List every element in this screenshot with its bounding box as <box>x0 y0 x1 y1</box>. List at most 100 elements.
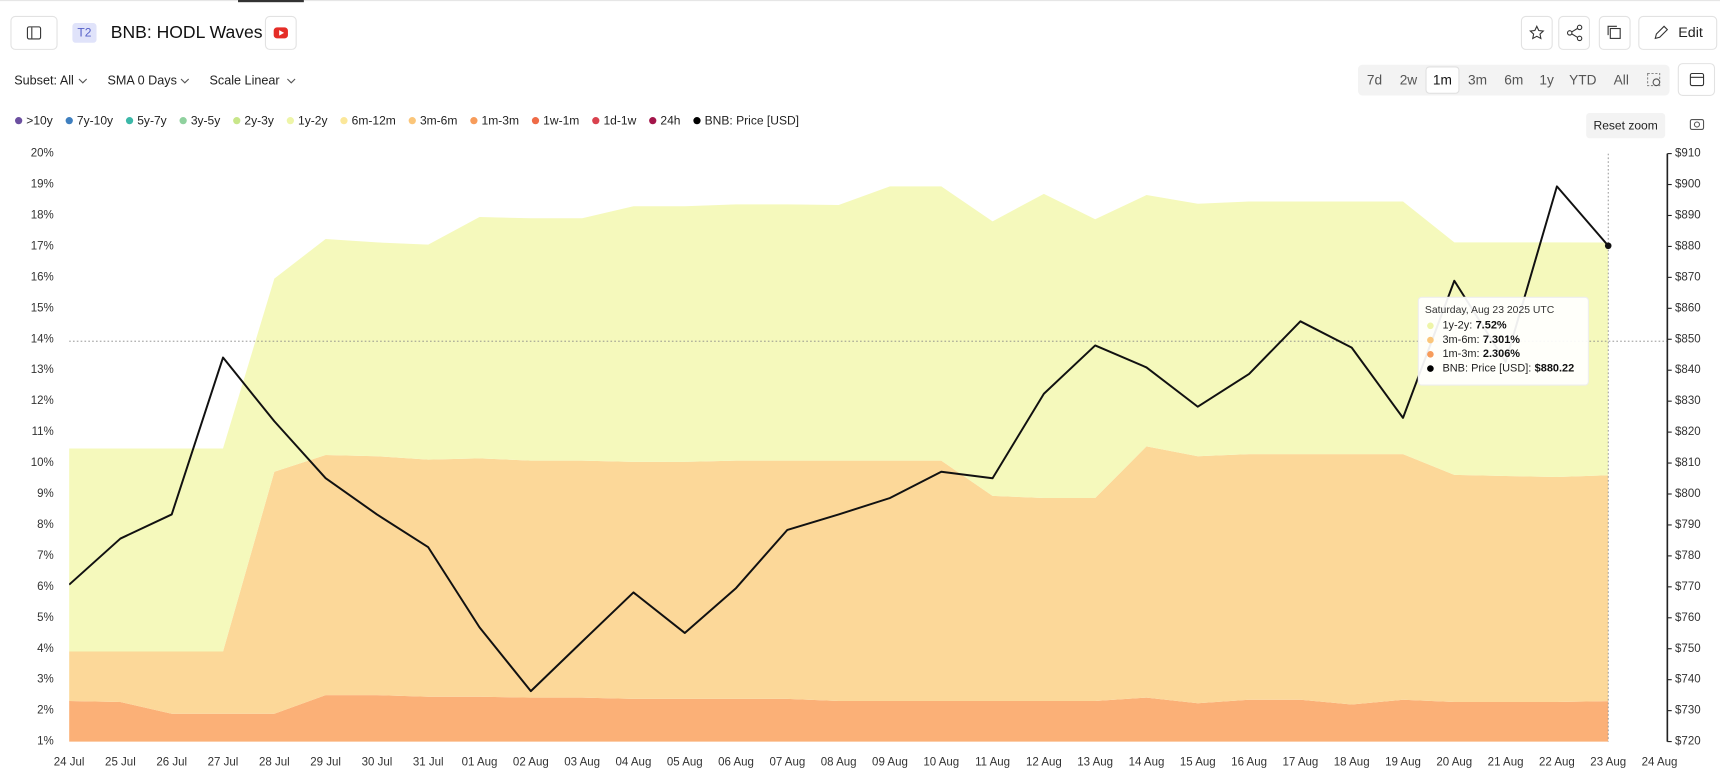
range-button[interactable]: 7d <box>1367 72 1382 87</box>
y2-tick-label: $910 <box>1675 148 1701 160</box>
y-tick-label: 11% <box>32 426 54 438</box>
tooltip-label: BNB: Price [USD]: <box>1442 362 1531 374</box>
x-tick-label: 14 Aug <box>1129 756 1165 768</box>
x-tick-label: 17 Aug <box>1282 756 1318 768</box>
range-button[interactable]: 6m <box>1504 72 1523 87</box>
legend-item[interactable]: 2y-3y <box>233 113 274 127</box>
y-tick-label: 19% <box>31 179 54 191</box>
y2-tick-label: $840 <box>1675 364 1701 376</box>
y2-tick-label: $740 <box>1675 674 1701 686</box>
subset-label: Subset: All <box>14 74 74 88</box>
y-tick-label: 8% <box>37 519 54 531</box>
y2-tick-label: $780 <box>1675 550 1701 562</box>
y2-tick-label: $750 <box>1675 643 1701 655</box>
badge-bg <box>72 23 97 43</box>
legend-item[interactable]: 24h <box>649 113 681 127</box>
y-tick-label: 15% <box>31 302 54 314</box>
legend-item[interactable]: 3y-5y <box>179 113 221 127</box>
range-button[interactable]: 3m <box>1468 72 1487 87</box>
y-tick-label: 20% <box>31 148 54 160</box>
range-label: YTD <box>1569 72 1597 87</box>
legend-item[interactable]: 3m-6m <box>408 113 458 127</box>
legend-label: 3m-6m <box>420 113 457 127</box>
range-button[interactable]: 1y <box>1539 72 1554 87</box>
range-button[interactable]: 2w <box>1400 72 1418 87</box>
tooltip-box <box>1417 296 1589 386</box>
x-tick-label: 08 Aug <box>821 756 857 768</box>
camera-button[interactable] <box>1689 119 1705 130</box>
y-tick-label: 7% <box>37 550 54 562</box>
x-tick-label: 24 Aug <box>1642 756 1678 768</box>
y2-tick-label: $850 <box>1675 333 1701 345</box>
subset-dropdown[interactable]: Subset: All <box>14 74 88 88</box>
legend-label: 1m-3m <box>482 113 519 127</box>
x-tick-label: 18 Aug <box>1334 756 1370 768</box>
price-line <box>69 185 1609 693</box>
legend-item[interactable]: >10y <box>15 113 53 127</box>
x-tick-label: 29 Jul <box>310 756 341 768</box>
sidebar-button[interactable] <box>10 15 58 50</box>
share-button[interactable] <box>1558 15 1591 50</box>
tooltip-value: 7.52% <box>1476 320 1507 332</box>
x-tick-label: 15 Aug <box>1180 756 1216 768</box>
star-button[interactable] <box>1520 15 1553 50</box>
legend-label: 5y-7y <box>137 113 166 127</box>
legend-dot <box>233 117 241 125</box>
x-tick-label: 10 Aug <box>923 756 959 768</box>
y-tick-label: 6% <box>37 581 54 593</box>
tooltip-value: 2.306% <box>1483 348 1520 360</box>
copy-button[interactable] <box>1598 15 1631 50</box>
y2-tick-label: $800 <box>1675 488 1701 500</box>
y-tick-label: 2% <box>37 705 54 717</box>
legend-dot <box>649 117 657 125</box>
legend-item[interactable]: 1y-2y <box>286 113 328 127</box>
edit-label: Edit <box>1678 25 1703 41</box>
calendar-button[interactable] <box>1677 63 1716 96</box>
legend-label: 24h <box>660 113 680 127</box>
y-tick-label: 1% <box>37 736 54 748</box>
y2-tick-label: $900 <box>1675 179 1701 191</box>
range-button[interactable]: All <box>1614 72 1629 87</box>
tooltip-label: 3m-6m: <box>1442 334 1479 346</box>
legend-dot <box>286 117 294 125</box>
range-button[interactable]: YTD <box>1569 72 1597 87</box>
reset-zoom-button[interactable]: Reset zoom <box>1586 112 1666 139</box>
range-label: 7d <box>1367 72 1382 87</box>
legend-dot <box>531 117 540 125</box>
y2-tick-label: $730 <box>1675 705 1701 717</box>
scale-label: Scale Linear <box>210 74 280 88</box>
x-tick-label: 19 Aug <box>1385 756 1421 768</box>
legend-item[interactable]: 1m-3m <box>470 113 519 127</box>
edit-button[interactable]: Edit <box>1638 15 1718 50</box>
youtube-button[interactable] <box>264 15 297 50</box>
y-tick-label: 9% <box>37 488 54 500</box>
range-label: 6m <box>1504 72 1523 87</box>
y2-tick-label: $870 <box>1675 271 1701 283</box>
legend-dot <box>408 117 416 125</box>
legend-item[interactable]: 6m-12m <box>340 113 396 127</box>
x-tick-label: 24 Jul <box>54 756 85 768</box>
y-tick-label: 14% <box>31 333 54 345</box>
y2-tick-label: $790 <box>1675 519 1701 531</box>
legend-dot <box>470 117 478 125</box>
legend-item[interactable]: 1d-1w <box>592 113 637 127</box>
zoom-select-button[interactable] <box>1643 69 1665 91</box>
legend-label: 7y-10y <box>77 113 113 127</box>
legend-item[interactable]: 5y-7y <box>125 113 167 127</box>
y2-tick-label: $760 <box>1675 612 1701 624</box>
y2-tick-label: $820 <box>1675 426 1701 438</box>
sma-label: SMA 0 Days <box>108 74 177 88</box>
scale-dropdown[interactable]: Scale Linear <box>210 74 296 88</box>
y-tick-label: 3% <box>37 674 54 686</box>
legend-item[interactable]: BNB: Price [USD] <box>693 113 799 127</box>
legend-dot <box>592 117 600 125</box>
legend-item[interactable]: 7y-10y <box>65 113 113 127</box>
sma-dropdown[interactable]: SMA 0 Days <box>108 74 190 88</box>
legend-item[interactable]: 1w-1m <box>531 113 579 127</box>
tooltip-label: 1y-2y: <box>1442 320 1472 332</box>
range-button[interactable]: 1m <box>1425 66 1460 94</box>
legend-label: >10y <box>26 113 52 127</box>
y-tick-label: 17% <box>31 240 54 252</box>
x-tick-label: 11 Aug <box>975 756 1010 768</box>
